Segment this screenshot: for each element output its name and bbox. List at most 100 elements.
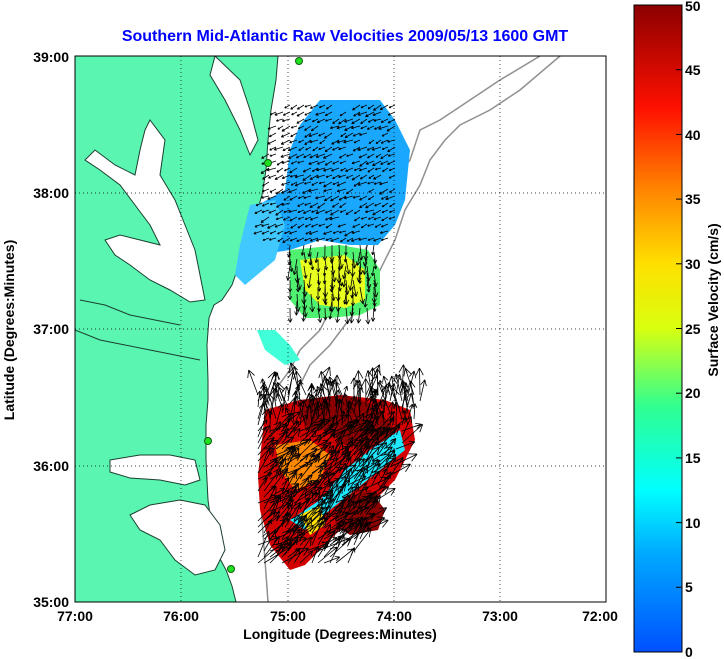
velocity-arrow <box>304 132 312 138</box>
velocity-arrow <box>382 167 389 173</box>
x-tick-label: 76:00 <box>163 608 199 624</box>
velocity-arrow <box>325 216 333 221</box>
velocity-arrow <box>339 111 347 117</box>
velocity-arrow <box>317 202 326 209</box>
velocity-arrow <box>303 195 312 199</box>
velocity-arrow <box>323 230 333 235</box>
velocity-arrow <box>285 407 295 426</box>
velocity-arrow <box>311 181 319 186</box>
colorbar-tick-label: 35 <box>685 191 701 207</box>
velocity-arrow <box>385 195 396 201</box>
velocity-arrow <box>372 111 382 116</box>
velocity-arrow <box>367 153 375 159</box>
region-north-blue <box>250 100 410 255</box>
velocity-arrow <box>340 132 347 138</box>
velocity-arrow <box>318 146 326 151</box>
velocity-arrow <box>298 139 305 144</box>
velocity-arrow <box>330 237 340 242</box>
albemarle-sound <box>109 454 201 486</box>
velocity-arrow <box>341 436 354 456</box>
velocity-arrow <box>368 385 379 420</box>
velocity-arrow <box>365 202 375 209</box>
velocity-arrow <box>276 202 284 208</box>
velocity-arrow <box>375 153 382 158</box>
velocity-arrow <box>297 195 305 199</box>
velocity-arrow <box>344 125 354 131</box>
velocity-arrow <box>268 174 277 179</box>
velocity-arrow <box>372 279 379 298</box>
velocity-arrow <box>364 209 375 214</box>
velocity-arrow <box>359 286 365 305</box>
velocity-arrow <box>338 399 345 420</box>
velocity-arrow <box>352 279 358 297</box>
velocity-arrow <box>281 477 290 492</box>
velocity-arrow <box>320 399 328 426</box>
velocity-arrow <box>374 167 382 171</box>
velocity-arrow <box>339 230 347 234</box>
velocity-arrow <box>388 216 396 220</box>
velocity-arrow <box>346 409 355 426</box>
velocity-arrow <box>314 251 319 263</box>
velocity-arrow <box>284 230 291 235</box>
velocity-arrow <box>283 216 291 221</box>
velocity-arrow <box>373 174 382 180</box>
velocity-arrow <box>308 132 319 138</box>
velocity-arrow <box>345 167 354 172</box>
velocity-arrow <box>366 279 371 293</box>
velocity-arrow <box>354 370 364 402</box>
velocity-arrow <box>325 118 333 122</box>
y-tick-label: 38:00 <box>33 185 69 201</box>
velocity-arrow <box>387 160 396 165</box>
velocity-arrow <box>294 300 299 316</box>
velocity-arrow <box>303 153 312 159</box>
velocity-arrow <box>343 139 354 144</box>
velocity-arrow <box>287 547 301 564</box>
velocity-arrow <box>351 160 361 165</box>
velocity-arrow <box>306 272 312 289</box>
velocity-arrow <box>360 216 368 220</box>
velocity-arrow <box>299 517 312 540</box>
velocity-arrow <box>281 489 290 504</box>
velocity-arrow <box>285 265 291 281</box>
velocity-arrow <box>355 399 362 420</box>
colorbar-tick-label: 40 <box>685 127 701 143</box>
velocity-arrow <box>247 369 259 396</box>
velocity-arrow <box>360 118 368 125</box>
velocity-arrow <box>271 371 281 402</box>
velocity-arrow <box>359 202 368 209</box>
velocity-arrow <box>315 153 326 158</box>
velocity-arrow <box>358 167 368 172</box>
velocity-arrow <box>260 216 270 223</box>
velocity-arrow <box>365 160 375 165</box>
velocity-arrow <box>329 125 340 130</box>
velocity-arrow <box>356 307 362 324</box>
velocity-arrow <box>315 286 321 300</box>
velocity-arrow <box>371 146 382 151</box>
velocity-arrow <box>332 230 340 234</box>
velocity-arrow <box>296 111 305 117</box>
velocity-arrow <box>407 380 416 408</box>
colorbar-tick-label: 30 <box>685 256 701 272</box>
velocity-arrow <box>353 482 367 510</box>
velocity-arrow <box>363 293 368 308</box>
velocity-arrow <box>373 237 382 242</box>
velocity-arrow <box>323 307 328 321</box>
y-axis-label: Latitude (Degrees:Minutes) <box>1 240 17 420</box>
velocity-arrow <box>377 441 388 456</box>
velocity-arrow <box>381 132 389 137</box>
x-tick-label: 75:00 <box>270 608 306 624</box>
velocity-arrow <box>266 167 277 172</box>
velocity-arrow <box>360 223 368 229</box>
velocity-arrow <box>276 160 284 166</box>
velocity-arrow <box>289 167 298 174</box>
velocity-arrow <box>371 410 383 432</box>
velocity-arrow <box>338 146 347 151</box>
velocity-arrow <box>268 209 277 214</box>
velocity-arrow <box>335 307 340 323</box>
velocity-arrow <box>267 139 277 145</box>
y-tick-label: 35:00 <box>33 594 69 610</box>
velocity-arrow <box>374 125 382 130</box>
velocity-arrow <box>387 146 396 153</box>
velocity-arrow <box>262 174 270 180</box>
velocity-arrow <box>336 188 347 193</box>
